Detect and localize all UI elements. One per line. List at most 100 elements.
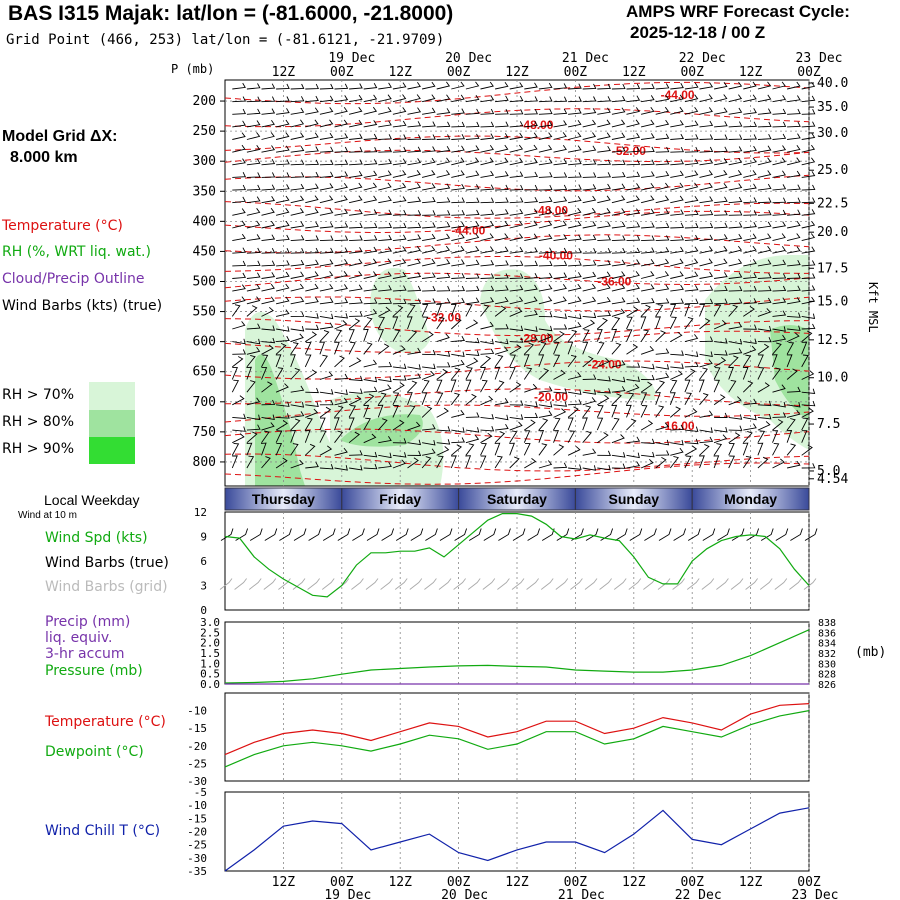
wind-barb-530 <box>378 246 392 254</box>
wind-barb-880 <box>232 356 244 368</box>
wind-barb-769 <box>363 317 373 330</box>
wind-barb-237 <box>772 145 787 153</box>
wind-barb-1054 <box>436 407 449 418</box>
wind-barb-569 <box>363 258 378 267</box>
wind-barb-465 <box>597 221 611 229</box>
wind-barb-700 <box>524 296 538 305</box>
wind-barb-439 <box>801 209 816 216</box>
wind-barb-58 <box>495 95 509 103</box>
wind-barb-243 <box>276 159 290 166</box>
wind-barb-966 <box>319 389 334 395</box>
wind-barb-57 <box>480 95 495 103</box>
wind-barb-488 <box>349 235 363 242</box>
wind-barb-1221 <box>538 460 553 469</box>
wind-barb-539 <box>509 246 524 254</box>
wind-barb-20 <box>524 82 538 90</box>
wind-barb-grid-75 <box>584 578 598 590</box>
wind-barb-588 <box>641 258 655 267</box>
wind-barb-105 <box>597 107 611 115</box>
wind-barb-99 <box>509 109 524 115</box>
wind-barb-893 <box>422 363 436 370</box>
top-date-label-3: 22 Dec <box>679 51 726 66</box>
wind-barb-84 <box>290 107 305 115</box>
wind-barb-1100 <box>524 419 536 431</box>
wind-barb-276 <box>757 157 772 166</box>
wind-barb-1146 <box>611 434 625 444</box>
wind-barb-909 <box>655 364 670 370</box>
temp-contour-14 <box>224 388 810 407</box>
wind-barb-866 <box>611 342 622 355</box>
wind-barb-927 <box>334 373 349 380</box>
wind-barb-375 <box>451 197 466 204</box>
wind-barb-251 <box>392 158 407 166</box>
pressure-tick-label-750: 750 <box>193 425 216 440</box>
wind-barb-1051 <box>392 405 399 418</box>
wind-barb-892 <box>407 364 421 370</box>
wind-barb-716 <box>757 297 772 305</box>
wind-barb-342 <box>553 184 568 191</box>
wind-barb-614 <box>436 272 451 279</box>
wind-barb-577 <box>480 259 495 267</box>
wind-barb-true-120 <box>804 528 818 541</box>
wind-barb-353 <box>714 182 728 191</box>
wind-barb-1035 <box>743 398 757 406</box>
pressure-tick-label-700: 700 <box>193 395 216 410</box>
wind-barb-230 <box>670 147 684 153</box>
wind-barb-96 <box>465 108 480 115</box>
wind-barb-901 <box>538 354 545 368</box>
pressure-tick-label-400: 400 <box>193 214 216 229</box>
wind-barb-672 <box>699 285 714 292</box>
wind-barb-1063 <box>567 406 579 418</box>
wind-barb-1079 <box>801 407 814 418</box>
wind-barb-62 <box>553 96 568 103</box>
rh-legend: RH (%, WRT liq. wat.) <box>2 244 151 260</box>
wind-barb-156 <box>757 121 772 128</box>
rh-region-8 <box>770 325 809 420</box>
wind-barb-1070 <box>670 406 682 418</box>
wind-barb-1033 <box>713 394 726 406</box>
wind-barb-1186 <box>611 452 626 458</box>
wind-barb-217 <box>480 145 494 153</box>
wind-barb-339 <box>509 184 524 191</box>
wind-barb-grid-42 <box>424 578 437 590</box>
wind-barb-grid-6 <box>248 578 262 590</box>
wind-barb-true-105 <box>731 528 745 541</box>
wind-barb-346 <box>611 183 626 191</box>
model-grid-value: 8.000 km <box>10 149 78 166</box>
wind-barb-206 <box>319 146 334 153</box>
wind-barb-1206 <box>319 464 334 470</box>
wind-barb-952 <box>699 367 708 380</box>
wind-barb-423 <box>567 207 582 216</box>
wind-barb-121 <box>246 120 261 128</box>
wind-barb-670 <box>670 284 684 292</box>
wind-barb-23 <box>568 83 582 90</box>
wind-barb-531 <box>392 246 407 254</box>
wind-barb-886 <box>319 354 328 368</box>
wind-barb-401 <box>246 208 261 216</box>
wind-barb-188 <box>641 133 655 140</box>
wind-barb-4 <box>290 83 305 90</box>
wind-barb-671 <box>684 285 699 292</box>
wind-barb-590 <box>670 258 684 267</box>
wind-barb-715 <box>743 298 758 305</box>
wind-barb-1019 <box>509 400 524 406</box>
wind-barb-993 <box>713 379 720 393</box>
wind-barb-572 <box>407 258 421 267</box>
cloud-legend: Cloud/Precip Outline <box>2 271 145 287</box>
wind-barb-1211 <box>392 459 406 469</box>
wind-barb-330 <box>378 182 392 191</box>
wind-barb-921 <box>246 366 252 380</box>
wind-barb-788 <box>640 316 647 330</box>
wind-barb-932 <box>407 373 422 380</box>
wind-barb-36 <box>757 81 772 90</box>
wind-barb-529 <box>363 246 378 254</box>
wind-barb-475 <box>743 221 757 229</box>
wind-barb-73 <box>713 94 728 103</box>
wind-barb-1127 <box>334 430 344 443</box>
wind-barb-860 <box>523 342 535 355</box>
wind-barb-674 <box>728 285 743 292</box>
wind-barb-404 <box>290 208 305 216</box>
wind-barb-true-54 <box>483 528 497 541</box>
wind-barb-743 <box>568 313 582 320</box>
top-tick-label-6: 12Z <box>622 65 646 80</box>
